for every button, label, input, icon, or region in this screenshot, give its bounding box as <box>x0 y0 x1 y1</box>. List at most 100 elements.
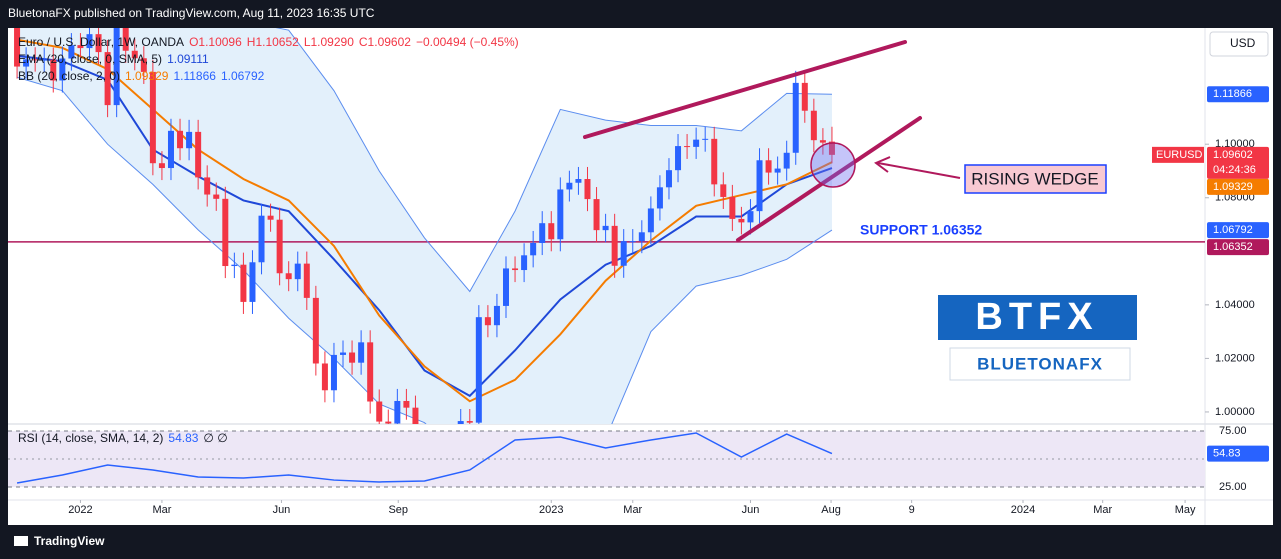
legend-value: 1.09329 <box>125 69 169 83</box>
candle-body <box>530 243 537 256</box>
wedge <box>583 40 922 242</box>
candle-body <box>819 140 826 143</box>
candle-body <box>14 28 21 67</box>
legend-extra: ∅ ∅ <box>203 431 228 445</box>
price-tag: 1.09602 <box>1213 149 1253 161</box>
candle-body <box>385 421 392 424</box>
logo-name-box <box>949 347 1131 381</box>
x-tick-label: 2022 <box>68 504 92 516</box>
candle-body <box>276 219 283 274</box>
header: BluetonaFX published on TradingView.com,… <box>8 6 375 20</box>
candle-body <box>611 225 618 266</box>
rsi-pane <box>8 430 1205 488</box>
candle-body <box>412 407 419 424</box>
bb-basis-tag-bg <box>1207 178 1269 195</box>
logo-name: BLUETONAFX <box>977 354 1103 373</box>
candle-body <box>195 131 202 178</box>
candle-body <box>828 141 835 155</box>
candle-body <box>684 146 691 148</box>
symbol-tag-bg <box>1152 146 1204 163</box>
candle-body <box>584 179 591 200</box>
candle-body <box>711 138 718 185</box>
candle-body <box>620 241 627 266</box>
rsi-tag: 54.83 <box>1213 447 1241 459</box>
candle-body <box>521 255 528 271</box>
y-tick-label: 75.00 <box>1219 425 1247 437</box>
candle-body <box>59 58 66 81</box>
annotation: RISING WEDGE <box>971 169 1099 188</box>
legend-title: Euro / U.S. Dollar, 1W, OANDA <box>18 35 185 49</box>
candle-body <box>557 189 564 240</box>
candle-body <box>484 317 491 326</box>
candle-body <box>566 182 573 190</box>
candle-body <box>466 421 473 423</box>
candle-body <box>593 199 600 231</box>
price-tag-bg <box>1207 146 1269 179</box>
x-tick-label: Mar <box>1093 504 1112 516</box>
x-tick-label: 9 <box>909 504 915 516</box>
candle-body <box>575 179 582 183</box>
arrow-head <box>874 156 891 173</box>
legend-name: BB (20, close, 2, 0) <box>18 69 121 83</box>
bb-lower-tag-bg <box>1207 222 1269 239</box>
candle-body <box>602 225 609 231</box>
candle-body <box>747 211 754 223</box>
y-tick-label: 1.00000 <box>1215 406 1255 418</box>
candle-body <box>647 208 654 233</box>
support-tag-bg <box>1207 239 1269 256</box>
legend-change: −0.00494 (−0.45%) <box>415 35 519 49</box>
currency[interactable]: USD <box>1230 36 1256 50</box>
bb-upper-tag: 1.11866 <box>1213 88 1252 100</box>
candle-body <box>294 263 301 280</box>
symbol-tag: EURUSD <box>1156 149 1203 161</box>
arrow <box>877 162 961 179</box>
candle-body <box>77 45 84 49</box>
support-label: SUPPORT 1.06352 <box>860 222 982 238</box>
candle-body <box>738 218 745 223</box>
legend-ohlc: L1.09290 <box>303 35 354 49</box>
candle-body <box>675 146 682 171</box>
candle-body <box>186 131 193 149</box>
bb-basis-tag: 1.09329 <box>1213 181 1253 193</box>
candle-body <box>693 139 700 147</box>
candle-body <box>475 317 482 423</box>
candle-body <box>756 160 763 212</box>
candle-body <box>493 305 500 326</box>
currency-box[interactable] <box>1209 31 1269 57</box>
candle-body <box>629 241 636 243</box>
legend-ema: EMA (20, close, 0, SMA, 5) 1.09111 <box>18 52 214 66</box>
legend-ohlc: C1.09602 <box>358 35 411 49</box>
candle-body <box>783 152 790 169</box>
candle-body <box>32 59 39 61</box>
candle-body <box>249 262 256 302</box>
candle-body <box>548 223 555 240</box>
candle-body <box>86 34 93 49</box>
x-tick-label: May <box>1175 504 1196 516</box>
footer: TradingView <box>34 534 105 548</box>
annotation-box <box>964 164 1107 194</box>
candle-body <box>177 130 184 149</box>
candle-body <box>810 110 817 141</box>
candle-body <box>502 268 509 306</box>
legend-bb: BB (20, close, 2, 0) 1.09329 1.11866 1.0679… <box>18 69 269 83</box>
legend-ohlc: H1.10652 <box>246 35 299 49</box>
candle-body <box>656 187 663 209</box>
candle-body <box>50 59 57 81</box>
legend-name: EMA (20, close, 0, SMA, 5) <box>18 52 163 66</box>
candle-body <box>149 71 156 164</box>
candle-body <box>113 28 120 106</box>
candle-body <box>457 421 464 424</box>
candle-body <box>285 273 292 280</box>
wedge-lower <box>736 116 922 242</box>
candle-body <box>222 198 229 267</box>
logo-box <box>938 295 1137 340</box>
candle-body <box>240 264 247 302</box>
x-tick-label: 2024 <box>1011 504 1035 516</box>
candle-body <box>720 184 727 197</box>
y-tick-label: 1.02000 <box>1215 352 1255 364</box>
candle-body <box>95 34 102 53</box>
candle-body <box>376 401 383 422</box>
candle-body <box>122 28 129 51</box>
